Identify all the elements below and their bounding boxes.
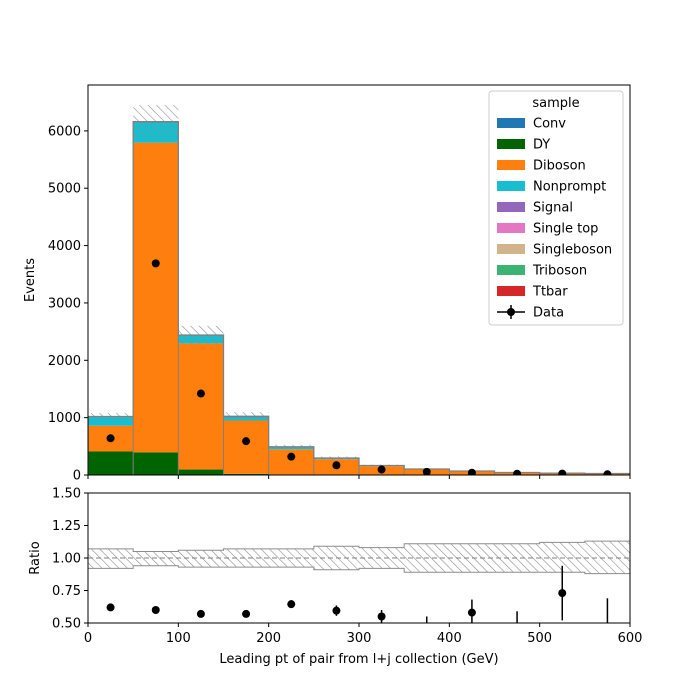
legend-diboson-label: Diboson (533, 159, 586, 174)
ratio-uncertainty-band (88, 548, 134, 569)
ratio-point (425, 622, 428, 623)
ratio-uncertainty-band (584, 541, 630, 574)
legend-data-label: Data (533, 306, 564, 321)
legend-ttbar-label: Ttbar (532, 285, 568, 300)
ratio-band-edge (88, 540, 630, 552)
main-ytick-label: 0 (73, 469, 81, 484)
legend-dy-swatch (497, 139, 525, 149)
ratio-uncertainty-band (178, 550, 224, 568)
ratio-point (467, 608, 476, 617)
x-tick-label: 300 (347, 631, 372, 646)
ratio-uncertainty-band (223, 548, 269, 568)
x-tick-label: 500 (527, 631, 552, 646)
legend-signal-swatch (497, 202, 525, 212)
bar-dy (178, 469, 224, 475)
ratio-ytick-label: 0.75 (52, 584, 81, 599)
legend-nonprompt-swatch (497, 181, 525, 191)
legend-diboson-swatch (497, 160, 525, 170)
legend-triboson-swatch (497, 265, 525, 275)
legend-signal-label: Signal (533, 201, 573, 216)
legend-nonprompt-label: Nonprompt (533, 180, 606, 195)
x-axis-label: Leading pt of pair from l+j collection (… (219, 652, 498, 667)
data-point (332, 461, 341, 470)
data-point (422, 467, 431, 475)
ratio-axes: 0.50 0.75 1.00 1.25 1.50 0 100 200 300 400 500 600 (52, 487, 642, 647)
ratio-point (332, 606, 341, 615)
bar-dy (88, 451, 134, 475)
ratio-ylabel: Ratio (28, 541, 43, 574)
legend-conv-label: Conv (533, 117, 566, 132)
ratio-uncertainty-band (359, 547, 405, 569)
legend-data-marker (507, 308, 515, 316)
ratio-point (558, 589, 567, 598)
data-point (196, 389, 205, 398)
main-axes: 0 1000 2000 3000 4000 5000 6000 (48, 84, 631, 484)
bar-diboson (223, 420, 269, 474)
data-point (377, 465, 386, 474)
legend-singleboson-label: Singleboson (533, 243, 612, 258)
bar-dy (223, 473, 269, 475)
ratio-uncertainty-band (133, 551, 179, 566)
main-ytick-label: 5000 (48, 182, 81, 197)
main-ytick-label: 6000 (48, 124, 81, 139)
ratio-point (106, 603, 115, 612)
ratio-point (242, 609, 251, 618)
ratio-point (196, 609, 205, 618)
ratio-point (287, 600, 296, 609)
ratio-band-edge (88, 565, 630, 575)
data-point (151, 259, 160, 268)
legend-dy-label: DY (533, 138, 550, 153)
mc-total-outline (88, 121, 630, 475)
main-ytick-label: 1000 (48, 411, 81, 426)
ratio-ytick-label: 1.00 (52, 552, 81, 567)
data-point (467, 468, 476, 475)
x-tick-label: 200 (256, 631, 281, 646)
ratio-ytick-label: 1.50 (52, 487, 81, 502)
ratio-point (151, 606, 160, 614)
data-point (242, 437, 251, 446)
legend-title: sample (532, 96, 579, 111)
data-point (106, 434, 115, 443)
ratio-point (377, 612, 386, 621)
data-point (513, 469, 522, 475)
data-point (287, 452, 296, 461)
ratio-ytick-label: 1.25 (52, 519, 81, 534)
data-point (558, 469, 567, 475)
legend-single-top-label: Single top (533, 222, 598, 237)
bar-dy (133, 452, 179, 475)
legend-singleboson-swatch (497, 244, 525, 254)
ratio-point (603, 627, 611, 635)
x-tick-label: 600 (618, 631, 643, 646)
bar-diboson (178, 343, 224, 470)
x-tick-label: 100 (166, 631, 191, 646)
ratio-point (516, 622, 518, 623)
main-ylabel: Events (23, 258, 38, 302)
ratio-plot (88, 540, 630, 635)
x-tick-label: 400 (437, 631, 462, 646)
main-ytick-label: 4000 (48, 239, 81, 254)
bar-nonprompt (88, 417, 134, 426)
main-ytick-label: 2000 (48, 354, 81, 369)
main-ytick-label: 3000 (48, 296, 81, 311)
legend-ttbar-swatch (497, 286, 525, 296)
legend: sample Conv DY Diboson Nonprompt Signal Single… (488, 90, 624, 326)
legend-single-top-swatch (497, 223, 525, 233)
x-tick-label: 0 (84, 631, 92, 646)
legend-triboson-label: Triboson (532, 264, 587, 279)
data-point (603, 470, 612, 475)
legend-conv-swatch (497, 118, 525, 128)
main-plot (88, 105, 630, 475)
ratio-ytick-label: 0.50 (52, 617, 81, 632)
bar-diboson (133, 142, 179, 453)
